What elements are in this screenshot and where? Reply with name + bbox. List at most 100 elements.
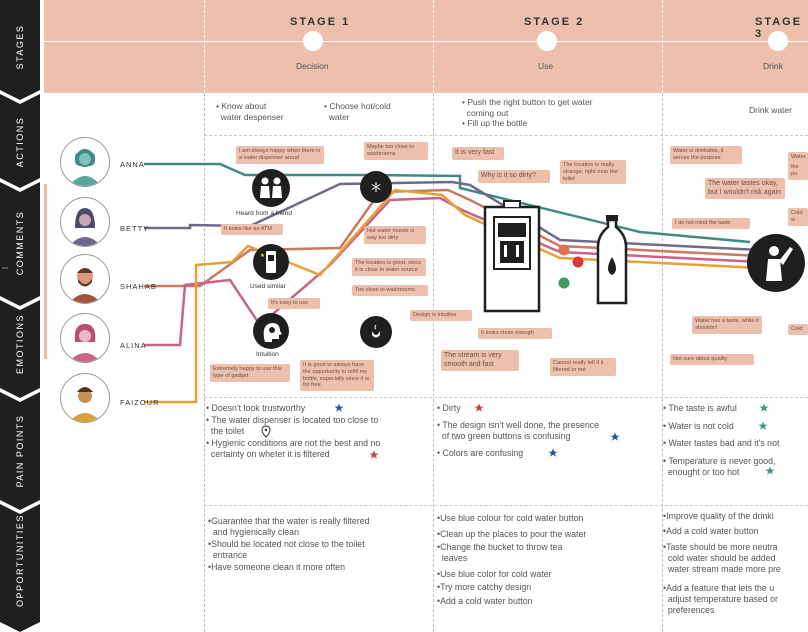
stage-header-bar bbox=[44, 0, 808, 93]
stage-timeline bbox=[44, 41, 808, 42]
comment-bubble: It looks clean enough bbox=[478, 328, 552, 339]
stage-2-marker bbox=[537, 31, 557, 51]
column-divider bbox=[204, 93, 205, 632]
row-divider bbox=[204, 397, 808, 398]
stage-2-subtitle: Use bbox=[538, 61, 554, 71]
opportunity-item: •Clean up the places to pour the water bbox=[437, 529, 587, 539]
row-chevron-stages bbox=[0, 0, 40, 100]
persona-name-betty: BETTY bbox=[120, 224, 150, 233]
comment-bubble: I do not mind the taste bbox=[672, 218, 750, 229]
column-divider bbox=[433, 93, 434, 632]
pain-point-item: • Dirty bbox=[437, 403, 461, 413]
friends-icon bbox=[252, 169, 290, 207]
pain-point-item: • Colors are confusing bbox=[437, 448, 524, 458]
stage-3-marker bbox=[768, 31, 788, 51]
comment-bubble: Not sure about quality bbox=[670, 354, 754, 365]
opportunity-item: •Use blue colour for cold water button bbox=[437, 513, 584, 523]
row-chevron-comments bbox=[0, 182, 40, 306]
opportunity-item: •Try more catchy design bbox=[437, 582, 532, 592]
comment-bubble: Cold w bbox=[788, 208, 808, 226]
icon-label-similar: Used similar bbox=[250, 283, 286, 290]
hot-water-icon bbox=[360, 316, 392, 348]
drinking-person-icon bbox=[747, 234, 805, 292]
stage-3-subtitle: Drink bbox=[763, 61, 783, 71]
comment-bubble: It looks like an ATM bbox=[221, 224, 283, 235]
stage-3-title: STAGE 3 bbox=[755, 16, 803, 40]
opportunity-item: •Improve quality of the drinki bbox=[663, 511, 774, 521]
column-divider bbox=[662, 93, 663, 632]
opportunity-item: •Taste should be more neutra cold water … bbox=[663, 542, 781, 574]
stage-2-title: STAGE 2 bbox=[524, 16, 585, 28]
water-dispenser-small-icon bbox=[253, 244, 289, 280]
comment-bubble: It is good to always have the opportunit… bbox=[300, 360, 374, 392]
action-push-button: • Push the right button to get water com… bbox=[462, 97, 593, 128]
pain-point-item: • Water is not cold bbox=[663, 421, 734, 431]
star-icon bbox=[758, 421, 768, 430]
action-know-dispenser: • Know about water despenser bbox=[216, 101, 284, 122]
action-drink-water: Drink water bbox=[749, 105, 792, 115]
snowflake-icon bbox=[360, 171, 392, 203]
comment-bubble: The water tastes okay, but I wouldn't ri… bbox=[705, 178, 785, 199]
stage-1-marker bbox=[303, 31, 323, 51]
comment-bubble: Cold bbox=[788, 324, 808, 335]
stage-1-title: STAGE 1 bbox=[290, 16, 351, 28]
opportunity-item: •Have someone clean it more often bbox=[208, 562, 346, 572]
pain-point-item: • Doesn't look trustworthy bbox=[206, 403, 306, 413]
comment-bubble: Water has a taste, while it shouldn't bbox=[692, 316, 762, 334]
comment-bubble: the pu bbox=[788, 162, 808, 180]
comment-bubble: I am always happy when there is a water … bbox=[236, 146, 324, 164]
star-icon bbox=[548, 448, 558, 457]
persona-name-faizour: FAIZOUR bbox=[120, 398, 160, 407]
comment-bubble: Maybe too close to washrooms bbox=[364, 142, 428, 160]
opportunity-item: •Change the bucket to throw tea leaves bbox=[437, 542, 563, 563]
pain-point-item: • The water dispenser is located too clo… bbox=[206, 415, 379, 436]
star-icon bbox=[759, 403, 769, 412]
pain-point-item: • Hygienic conditions are not the best a… bbox=[206, 438, 381, 459]
comments-accent-bar bbox=[44, 184, 47, 359]
opportunity-item: •Guarantee that the water is really filt… bbox=[208, 516, 370, 537]
intuition-head-icon bbox=[253, 313, 289, 349]
pain-point-item: • Temperature is never good, enought or … bbox=[663, 456, 776, 477]
comment-bubble: Water bbox=[788, 152, 808, 163]
persona-name-alina: ALINA bbox=[120, 341, 147, 350]
comment-bubble: Water is drinkable, it serves the purpos… bbox=[670, 146, 742, 164]
star-icon bbox=[610, 432, 620, 441]
comment-bubble: The location is really strange, right ne… bbox=[560, 160, 626, 185]
opportunity-item: •Add a cold water button bbox=[437, 596, 533, 606]
comment-bubble: The location is good, since it is close … bbox=[352, 258, 426, 276]
row-divider bbox=[204, 505, 808, 506]
icon-label-friend: Heard from a friend bbox=[236, 210, 292, 217]
action-choose-temp: • Choose hot/cold water bbox=[324, 101, 391, 122]
persona-name-anna: ANNA bbox=[120, 160, 145, 169]
comment-bubble: Cannot really tell if it filtered or not bbox=[550, 358, 616, 376]
comment-bubble: It is very fast bbox=[452, 147, 504, 160]
star-icon bbox=[334, 403, 344, 412]
avatar-shahab bbox=[60, 254, 110, 304]
row-divider bbox=[204, 135, 808, 136]
avatar-betty bbox=[60, 197, 110, 247]
comment-bubble: Design is intuitive bbox=[410, 310, 472, 321]
avatar-faizour bbox=[60, 373, 110, 423]
row-label-sidebar bbox=[0, 0, 40, 632]
comment-bubble: Too close to washrooms bbox=[352, 285, 428, 296]
pain-point-item: • The taste is awful bbox=[663, 403, 737, 413]
comment-bubble: Hot water nozzle is way too dirty bbox=[364, 226, 426, 244]
stage-1-subtitle: Decision bbox=[296, 61, 329, 71]
location-pin-icon bbox=[261, 425, 271, 438]
opportunity-item: •Use blue color for cold water bbox=[437, 569, 552, 579]
opportunity-item: •Add a cold water button bbox=[663, 526, 759, 536]
star-icon bbox=[474, 403, 484, 412]
opportunity-item: •Add a feature that lets the u adjust te… bbox=[663, 583, 778, 615]
icon-label-intuition: Intuition bbox=[256, 351, 279, 358]
star-icon bbox=[765, 466, 775, 475]
pain-point-item: • Water tastes bad and it's not bbox=[663, 438, 780, 448]
row-chevron-actions bbox=[0, 94, 40, 188]
pain-point-item: • The design isn't well done, the presen… bbox=[437, 420, 600, 441]
row-chevron-opportunities bbox=[0, 504, 40, 632]
row-chevron-pain-points bbox=[0, 392, 40, 510]
persona-name-shahab: SHAHAB bbox=[120, 282, 157, 291]
comment-bubble: The stream is very smooth and fast bbox=[441, 350, 519, 371]
comment-bubble: It's easy to use bbox=[268, 298, 320, 309]
